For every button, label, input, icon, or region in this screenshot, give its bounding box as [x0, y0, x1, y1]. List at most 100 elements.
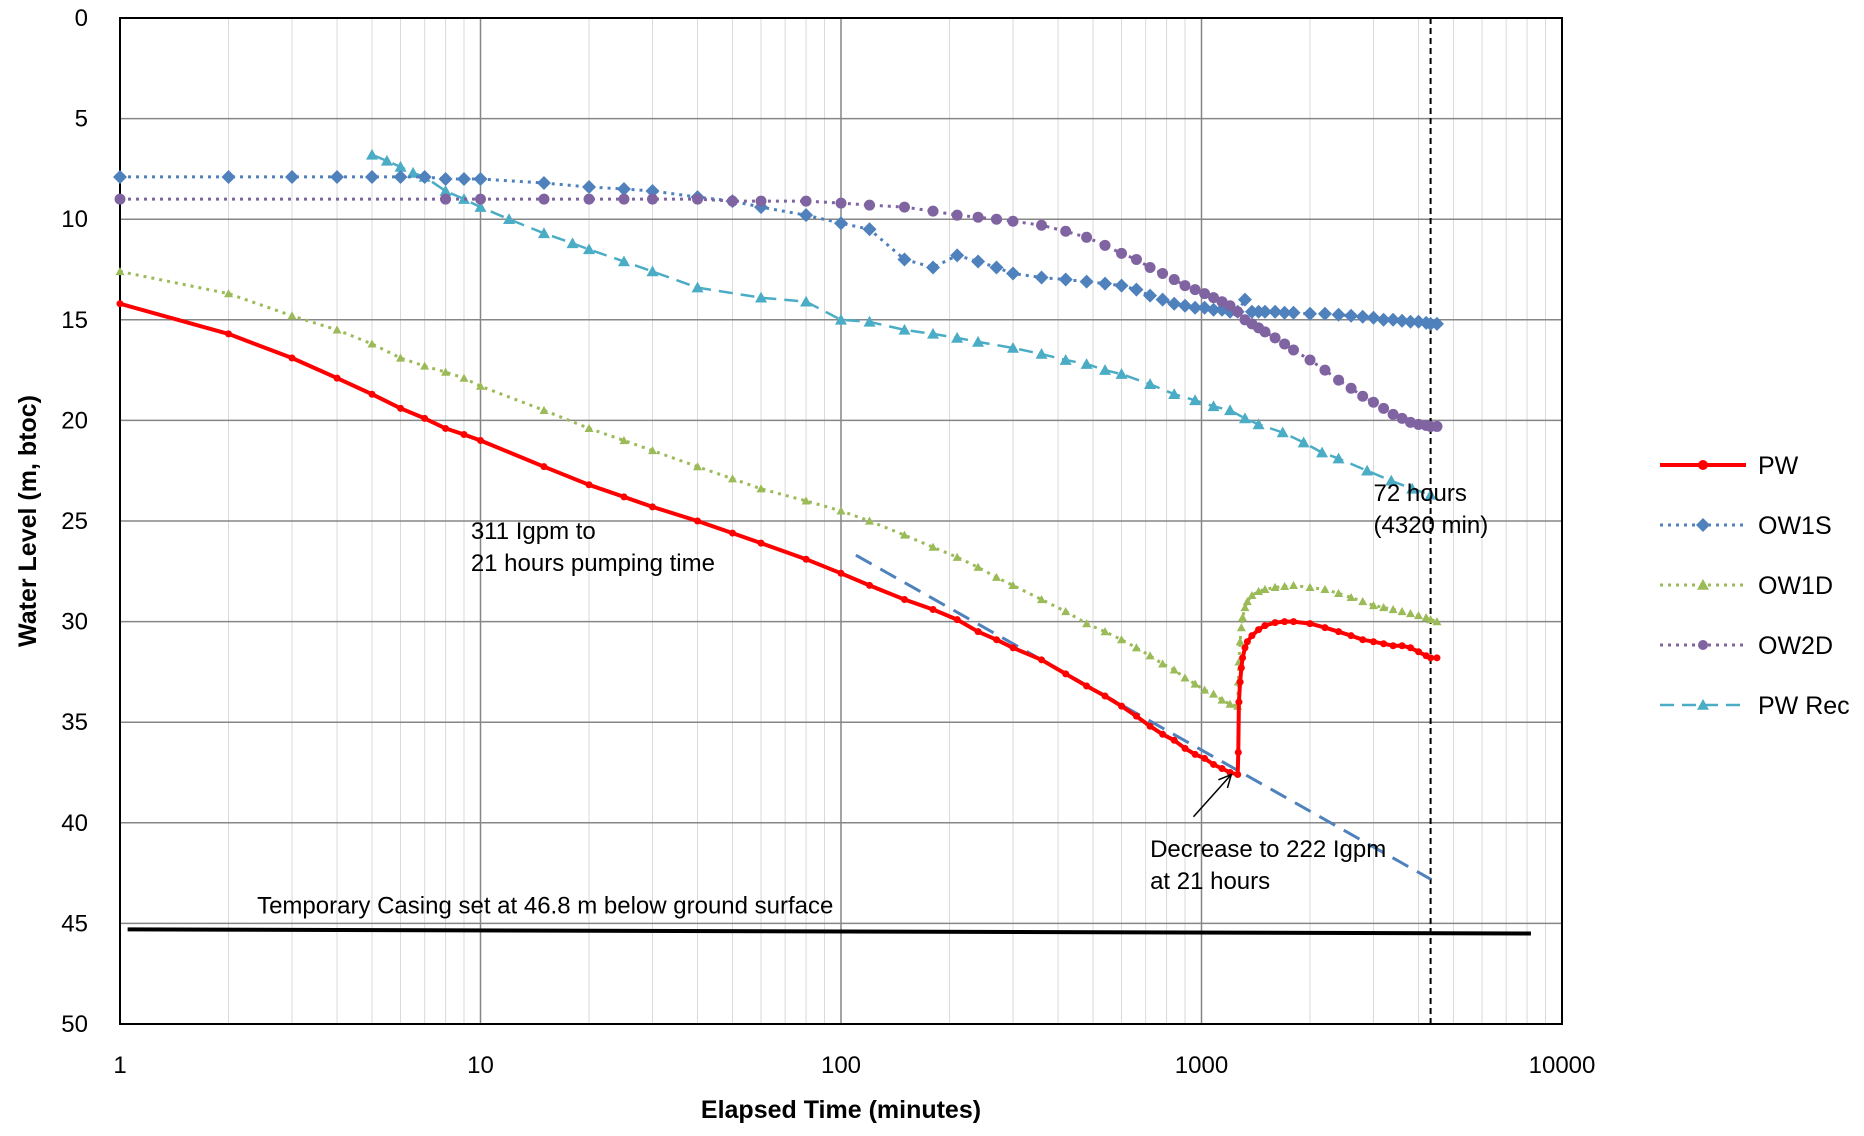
data-point-ow1d	[865, 516, 875, 525]
legend-swatch-marker	[1696, 518, 1710, 532]
legend-swatch-marker	[1698, 460, 1708, 470]
data-point-ow2d	[1378, 402, 1390, 414]
data-point-ow1s	[285, 169, 300, 184]
data-point-ow2d	[898, 201, 910, 213]
data-point-ow2d	[1081, 231, 1093, 243]
data-point-pw-rec	[1144, 378, 1157, 389]
data-point-pw	[1236, 678, 1244, 686]
annotation-text: 72 hours (4320 min)	[1374, 480, 1489, 539]
data-point-pw	[1239, 654, 1247, 662]
data-point-ow1d	[1426, 615, 1436, 624]
data-point-ow1d	[115, 267, 125, 276]
data-point-pw-rec	[691, 281, 704, 293]
data-point-pw	[397, 404, 405, 412]
data-point-pw	[1290, 618, 1298, 626]
data-point-ow1d	[756, 484, 766, 493]
data-point-ow2d	[1345, 382, 1357, 394]
data-point-ow1d	[1190, 679, 1200, 688]
legend: PW OW1S OW1D OW2D PW Rec	[1660, 452, 1850, 720]
data-point-pw	[953, 616, 961, 624]
data-point-ow1s	[834, 216, 848, 231]
data-point-ow2d	[755, 195, 767, 207]
data-point-ow1d	[1242, 596, 1252, 606]
data-point-ow1d	[1358, 596, 1368, 606]
data-point-ow1s	[1366, 310, 1381, 325]
data-point-ow1s	[645, 184, 660, 199]
data-point-pw	[1170, 736, 1178, 744]
data-point-pw	[1237, 664, 1245, 672]
data-point-pw	[929, 606, 937, 614]
legend-item-pw-rec: PW Rec	[1660, 692, 1850, 720]
data-point-ow1s	[1178, 298, 1193, 313]
data-point-pw	[1433, 654, 1441, 662]
data-point-ow1s	[1188, 300, 1203, 315]
data-point-ow1d	[1260, 584, 1270, 594]
data-point-ow1s	[1034, 270, 1049, 285]
data-point-pw-rec	[1316, 446, 1329, 458]
data-point-ow2d	[1269, 332, 1281, 344]
data-point-ow1d	[584, 423, 594, 433]
data-point-pw-rec	[1332, 452, 1345, 464]
y-tick-label: 35	[61, 709, 88, 736]
legend-label: OW1D	[1758, 572, 1833, 600]
data-point-pw	[225, 330, 233, 338]
data-point-ow1d	[332, 325, 342, 334]
data-point-ow1d	[1305, 582, 1315, 591]
data-point-pw-rec	[800, 295, 813, 307]
data-point-ow1d	[1082, 619, 1092, 628]
data-point-pw	[1306, 620, 1314, 628]
series-line-ow2d	[120, 197, 1437, 428]
data-point-pw-rec	[503, 213, 516, 224]
data-point-pw	[694, 517, 702, 525]
legend-swatch-marker	[1697, 699, 1709, 710]
data-point-ow2d	[951, 209, 963, 221]
data-point-pw	[460, 430, 468, 438]
data-point-ow2d	[1333, 374, 1345, 386]
data-point-pw	[1407, 644, 1415, 652]
data-point-pw-rec	[951, 331, 964, 343]
data-point-ow1d	[367, 339, 377, 348]
data-point-pw-rec	[1238, 412, 1251, 424]
data-point-ow1s	[1344, 308, 1359, 323]
data-point-ow1d	[648, 446, 658, 455]
x-tick-label: 1	[113, 1052, 126, 1079]
data-point-pw-rec	[1099, 364, 1112, 375]
data-point-ow1d	[727, 474, 737, 483]
data-point-pw	[1146, 722, 1154, 730]
reference-lines	[127, 18, 1531, 1024]
data-point-ow2d	[1179, 280, 1191, 292]
data-point-ow1s	[1058, 272, 1073, 287]
data-point-pw	[802, 555, 810, 563]
data-point-pw	[1235, 698, 1243, 706]
data-point-ow1d	[1209, 689, 1219, 698]
data-point-pw	[1083, 682, 1091, 690]
data-point-ow2d	[1259, 326, 1271, 338]
x-tick-label: 10	[467, 1052, 494, 1079]
data-point-ow1s	[1403, 314, 1418, 329]
data-point-pw-rec	[1297, 436, 1310, 448]
data-point-pw-rec	[1207, 400, 1220, 412]
data-point-ow1s	[1206, 302, 1221, 317]
data-point-pw	[1415, 648, 1423, 656]
data-point-pw-rec	[863, 315, 876, 327]
data-point-ow1d	[1008, 580, 1018, 589]
x-tick-label: 10000	[1529, 1052, 1596, 1079]
data-point-ow2d	[1396, 412, 1408, 424]
data-point-ow1s	[364, 169, 379, 184]
y-axis-tick-labels: 0 5 10 15 20 25 30 35 40 45 50	[61, 5, 88, 1038]
data-point-ow1s	[926, 260, 941, 275]
data-point-ow2d	[972, 211, 984, 223]
data-point-ow1d	[459, 373, 469, 382]
data-point-ow1s	[862, 222, 877, 237]
data-point-ow1s	[1143, 288, 1158, 303]
data-point-pw	[866, 581, 874, 589]
data-point-ow2d	[1116, 247, 1128, 259]
data-point-ow2d	[1357, 390, 1369, 402]
data-point-ow1d	[441, 367, 451, 376]
data-point-pw	[1359, 636, 1367, 644]
data-point-ow1d	[287, 311, 297, 320]
data-point-pw-rec	[583, 243, 596, 255]
data-point-pw-rec	[1168, 388, 1181, 400]
x-tick-label: 1000	[1175, 1052, 1228, 1079]
